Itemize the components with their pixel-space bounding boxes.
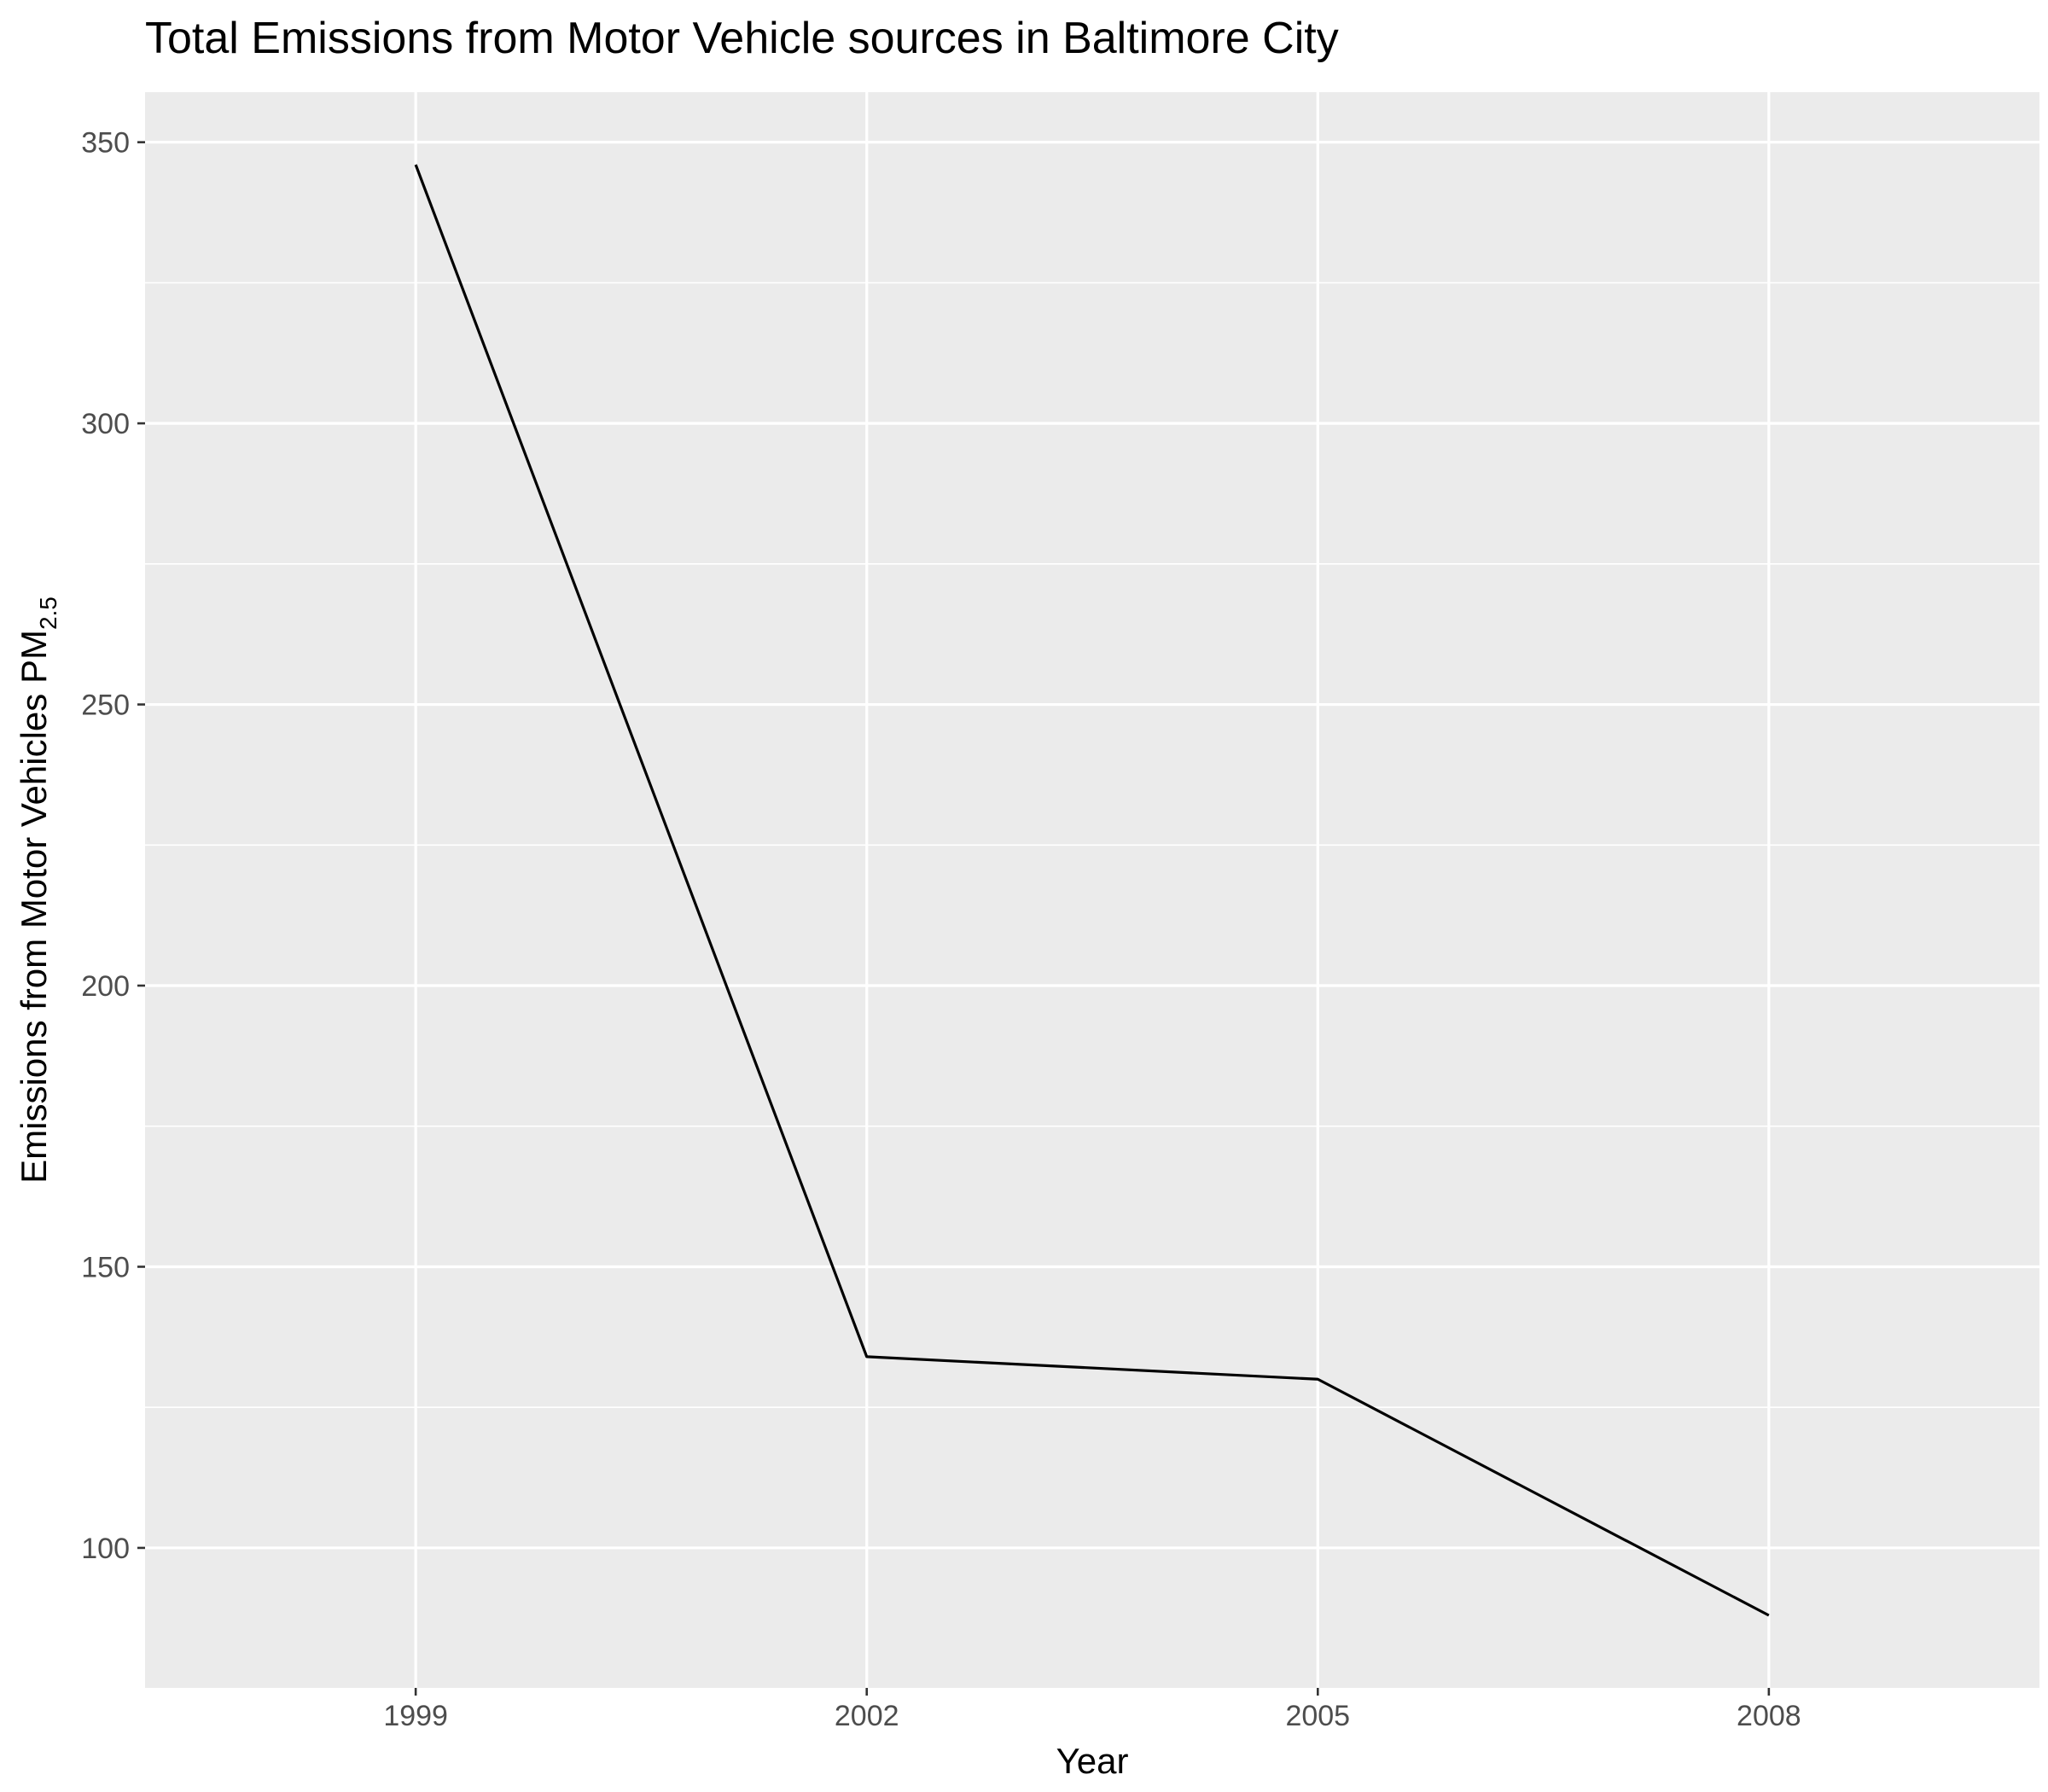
x-tick-label: 2002 [835,1700,899,1732]
x-tick-label: 2008 [1737,1700,1801,1732]
y-tick-label: 250 [81,689,130,722]
major-gridlines [145,92,2039,1688]
series-lines [414,164,1770,1617]
x-tick-label: 1999 [383,1700,448,1732]
y-axis-title-subscript: 2.5 [35,596,61,630]
y-tick-label: 200 [81,970,130,1003]
y-tick-label: 350 [81,127,130,160]
y-axis-title-main: Emissions from Motor Vehicles PM [14,630,54,1184]
plot-panel [145,92,2039,1688]
x-axis-title: Year [1056,1741,1129,1781]
y-tick-label: 100 [81,1533,130,1565]
chart-title: Total Emissions from Motor Vehicle sourc… [145,14,1339,63]
x-axis-ticks: 1999 2002 2005 2008 [383,1688,1801,1732]
y-axis-ticks: 100 150 200 250 300 350 [81,127,145,1565]
series-line [414,164,1770,1617]
y-axis-title: Emissions from Motor Vehicles PM2.5 [14,596,61,1184]
x-tick-label: 2005 [1285,1700,1350,1732]
y-tick-label: 300 [81,408,130,440]
y-tick-label: 150 [81,1251,130,1283]
